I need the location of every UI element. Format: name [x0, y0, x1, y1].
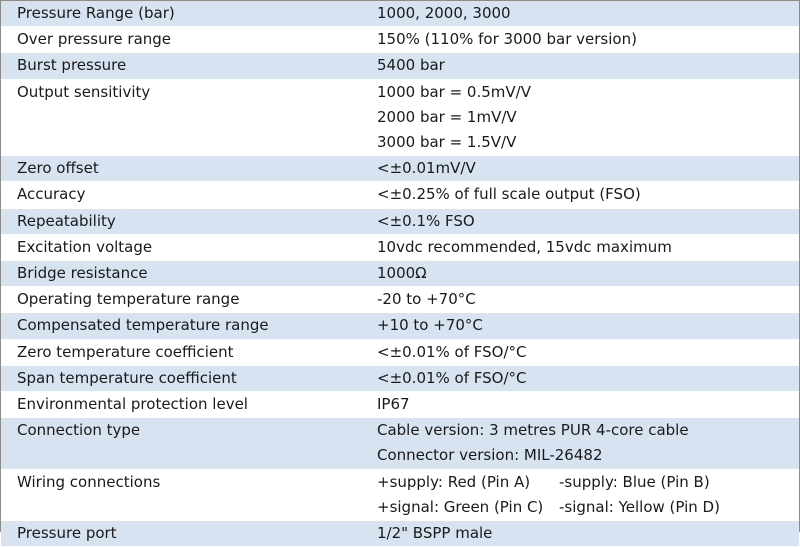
row-value: IP67 — [377, 395, 410, 413]
row-value: <±0.01% of FSO/°C — [377, 342, 527, 361]
row-label: Connection type — [1, 417, 361, 470]
row-label: Repeatability — [1, 208, 361, 235]
row-value: <±0.01mV/V — [361, 155, 799, 182]
wiring-negative-signal: -signal: Yellow (Pin D) — [559, 497, 720, 516]
row-label: Wiring connections — [17, 472, 161, 491]
wiring-positive-supply: +supply: Red (Pin A) — [377, 472, 531, 491]
row-label: Environmental protection level — [17, 395, 248, 413]
row-value: <±0.01% of FSO/°C — [361, 365, 799, 392]
row-pressure-range: Pressure Range (bar) 1000, 2000, 3000 — [1, 1, 799, 27]
row-label: Compensated temperature range — [1, 312, 361, 340]
row-zero-temperature-coefficient: Zero temperature coefficient <±0.01% of … — [1, 339, 799, 366]
row-burst-pressure: Burst pressure 5400 bar — [1, 52, 799, 80]
row-environmental-protection-level: Environmental protection level IP67 — [1, 392, 799, 418]
value-line: 1000 bar = 0.5mV/V — [377, 82, 531, 101]
wiring-positive-signal: +signal: Green (Pin C) — [377, 497, 544, 516]
row-value: 1/2" BSPP male — [361, 520, 799, 547]
row-label: Operating temperature range — [17, 290, 240, 309]
row-label: Excitation voltage — [17, 237, 153, 256]
row-value: 1000Ω — [361, 260, 799, 287]
row-value: +10 to +70°C — [361, 312, 799, 340]
row-bridge-resistance: Bridge resistance 1000Ω — [1, 260, 799, 287]
row-value: 1000, 2000, 3000 — [361, 1, 799, 27]
row-connection-type: Connection type Cable version: 3 metres … — [1, 417, 799, 470]
value-line: 2000 bar = 1mV/V — [377, 107, 517, 126]
row-excitation-voltage: Excitation voltage 10vdc recommended, 15… — [1, 234, 799, 261]
row-label: Output sensitivity — [17, 82, 151, 101]
row-pressure-port: Pressure port 1/2" BSPP male — [1, 520, 799, 547]
value-line: 3000 bar = 1.5V/V — [377, 132, 517, 151]
row-compensated-temperature-range: Compensated temperature range +10 to +70… — [1, 312, 799, 340]
row-label: Over pressure range — [17, 30, 172, 49]
row-value: -20 to +70°C — [377, 290, 476, 309]
row-accuracy: Accuracy <±0.25% of full scale output (F… — [1, 182, 799, 209]
row-value: 5400 bar — [361, 52, 799, 80]
row-label: Accuracy — [17, 185, 86, 204]
row-label: Zero temperature coefficient — [17, 342, 234, 361]
row-over-pressure-range: Over pressure range 150% (110% for 3000 … — [1, 27, 799, 53]
row-wiring-connections: Wiring connections +supply: Red (Pin A) -… — [1, 469, 799, 521]
wiring-line: +supply: Red (Pin A) -supply: Blue (Pin B… — [377, 470, 799, 495]
value-line: Cable version: 3 metres PUR 4-core cable — [377, 421, 689, 440]
row-value: Cable version: 3 metres PUR 4-core cable… — [361, 417, 799, 470]
row-value: 10vdc recommended, 15vdc maximum — [377, 237, 672, 256]
row-label: Bridge resistance — [1, 260, 361, 287]
row-repeatability: Repeatability <±0.1% FSO — [1, 208, 799, 235]
wiring-line: +signal: Green (Pin C) -signal: Yellow (P… — [377, 495, 799, 520]
row-label: Burst pressure — [1, 52, 361, 80]
row-value: <±0.1% FSO — [361, 208, 799, 235]
row-value: 150% (110% for 3000 bar version) — [377, 30, 637, 49]
row-output-sensitivity: Output sensitivity 1000 bar = 0.5mV/V 20… — [1, 79, 799, 156]
row-label: Zero offset — [1, 155, 361, 182]
row-zero-offset: Zero offset <±0.01mV/V — [1, 155, 799, 182]
row-operating-temperature-range: Operating temperature range -20 to +70°C — [1, 287, 799, 313]
row-label: Pressure port — [1, 520, 361, 547]
row-label: Pressure Range (bar) — [1, 1, 361, 27]
wiring-negative-supply: -supply: Blue (Pin B) — [559, 472, 710, 491]
row-value: <±0.25% of full scale output (FSO) — [377, 185, 641, 204]
value-line: Connector version: MIL-26482 — [377, 446, 603, 465]
row-label: Span temperature coefficient — [1, 365, 361, 392]
row-value: +supply: Red (Pin A) -supply: Blue (Pin B… — [361, 469, 799, 520]
row-value: 1000 bar = 0.5mV/V 2000 bar = 1mV/V 3000… — [361, 79, 799, 156]
row-span-temperature-coefficient: Span temperature coefficient <±0.01% of … — [1, 365, 799, 392]
